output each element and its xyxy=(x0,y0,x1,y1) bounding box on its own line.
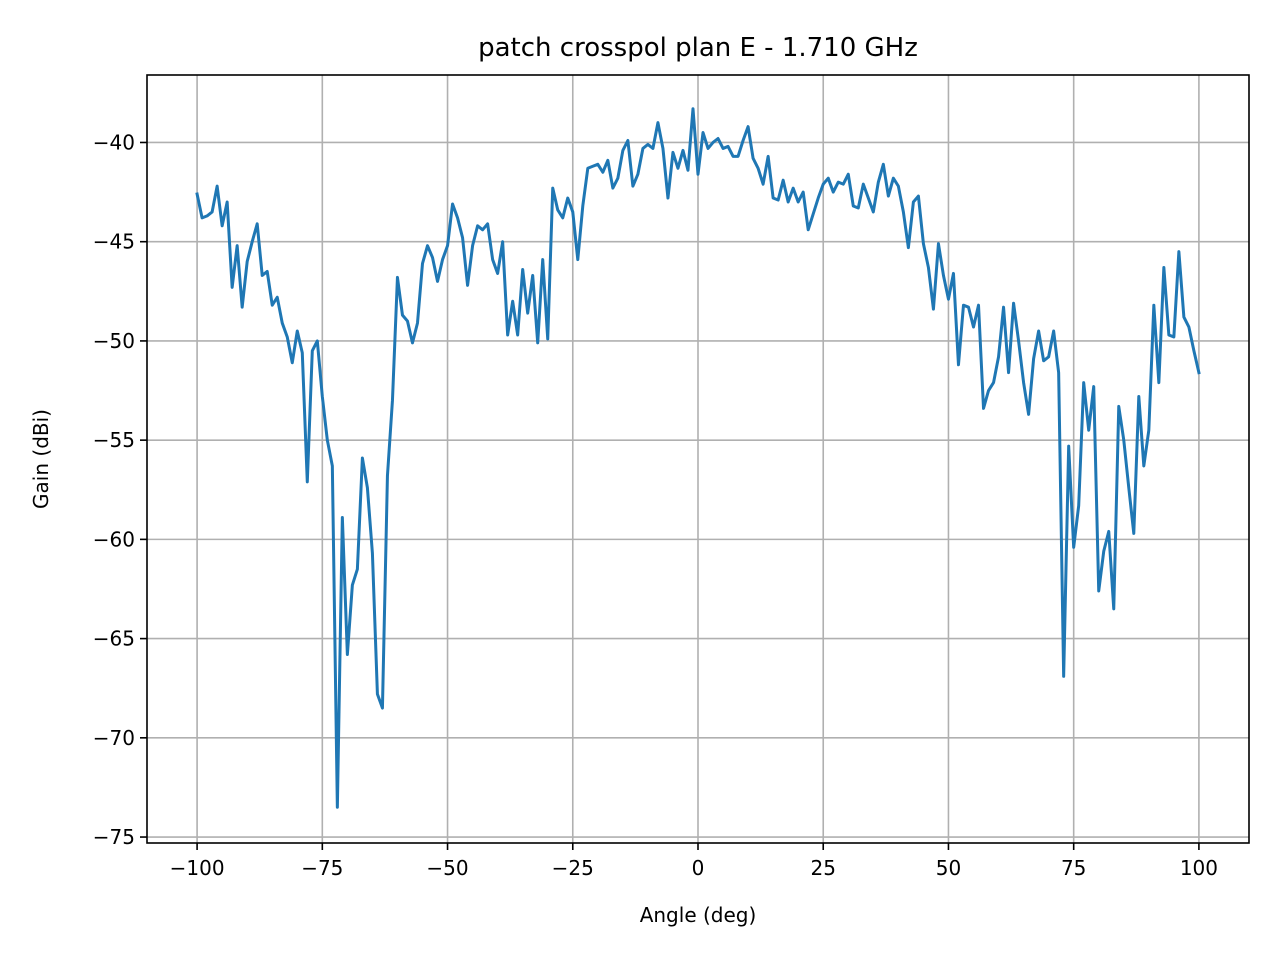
x-tick-label: 25 xyxy=(811,856,836,880)
y-tick-label: −50 xyxy=(93,329,135,353)
x-tick-label: 75 xyxy=(1061,856,1086,880)
x-tick-label: 100 xyxy=(1180,856,1218,880)
x-tick-label: −75 xyxy=(301,856,343,880)
y-tick-label: −60 xyxy=(93,527,135,551)
y-tick-label: −55 xyxy=(93,428,135,452)
y-tick-label: −75 xyxy=(93,825,135,849)
x-tick-label: −100 xyxy=(170,856,225,880)
y-tick-label: −65 xyxy=(93,627,135,651)
y-tick-label: −45 xyxy=(93,230,135,254)
y-axis: −40 −45 −50 −55 −60 −65 −70 −75 xyxy=(93,130,147,849)
x-tick-label: −50 xyxy=(426,856,468,880)
y-tick-label: −70 xyxy=(93,726,135,750)
series-line xyxy=(195,107,1201,809)
y-axis-label: Gain (dBi) xyxy=(29,409,53,509)
x-tick-label: −25 xyxy=(552,856,594,880)
x-tick-label: 0 xyxy=(692,856,705,880)
x-axis-label: Angle (deg) xyxy=(640,903,757,927)
x-tick-label: 50 xyxy=(936,856,961,880)
y-tick-label: −40 xyxy=(93,130,135,154)
chart-title: patch crosspol plan E - 1.710 GHz xyxy=(478,33,918,63)
plot-area xyxy=(195,107,1201,809)
x-axis: −100 −75 −50 −25 0 25 50 75 100 xyxy=(170,843,1218,880)
